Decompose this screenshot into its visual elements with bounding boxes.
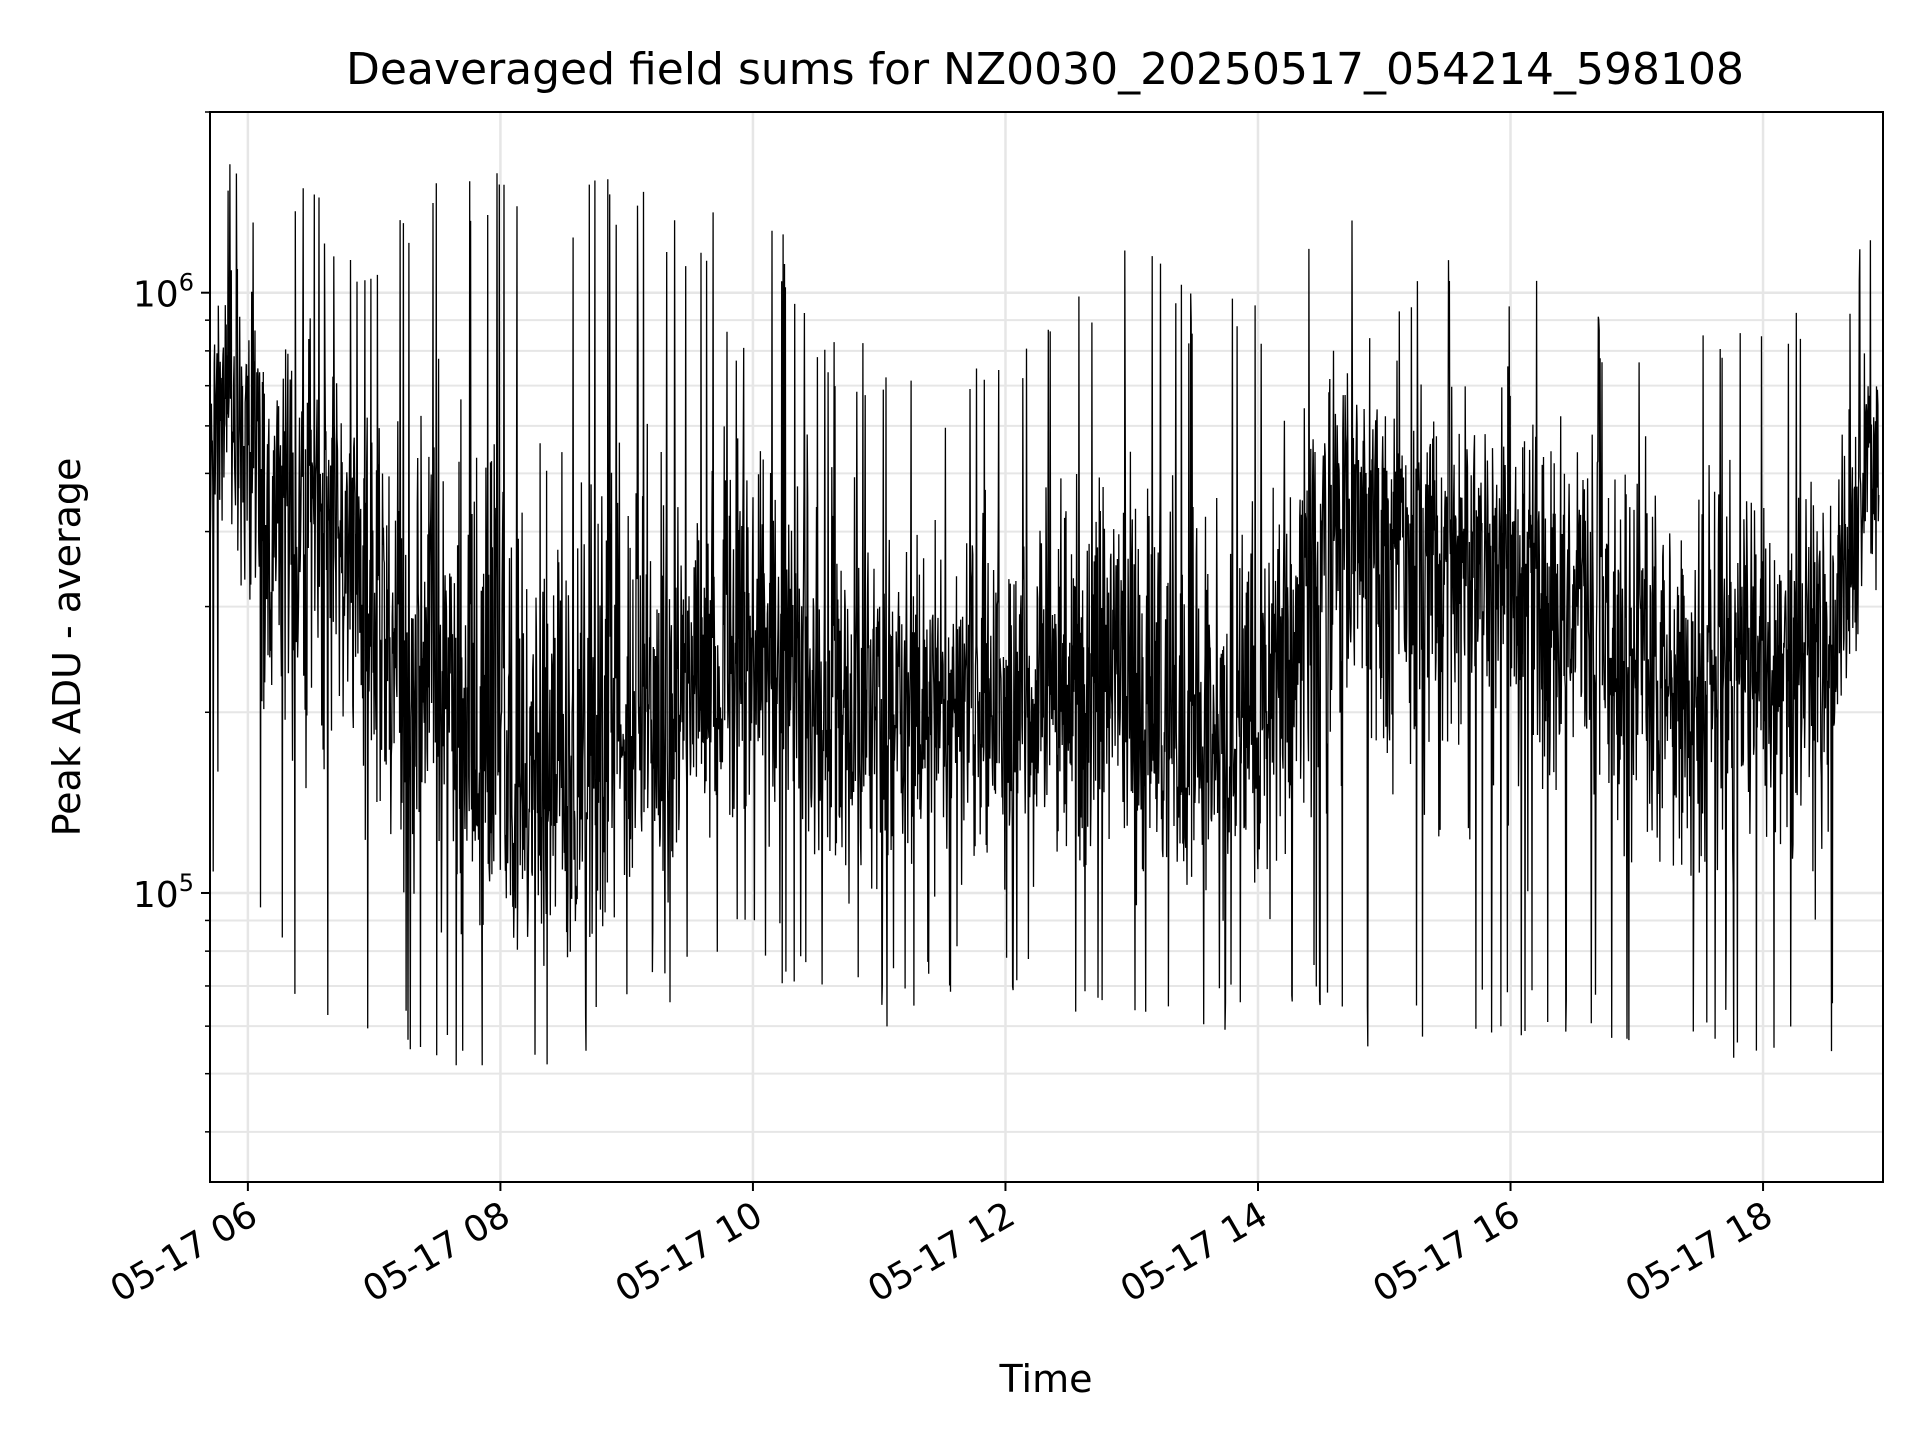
- series-line: [209, 164, 1880, 1066]
- y-axis: 105 106: [133, 111, 210, 1133]
- y-axis-label: Peak ADU - average: [45, 458, 89, 837]
- plot-frame: [209, 111, 1884, 1183]
- y-tick-label: 106: [133, 269, 194, 316]
- y-tick-label: 105: [133, 869, 194, 916]
- chart-title: Deaveraged field sums for NZ0030_2025051…: [346, 44, 1744, 95]
- series-trace: [209, 164, 1880, 1066]
- x-axis-label: Time: [999, 1357, 1093, 1401]
